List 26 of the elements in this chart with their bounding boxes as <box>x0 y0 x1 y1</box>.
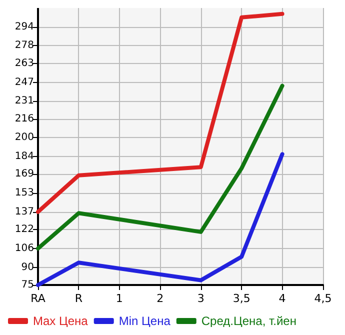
y-tick-label: 247 <box>14 76 34 88</box>
y-tick-label: 263 <box>14 58 34 69</box>
x-tick-label: 3 <box>197 292 204 305</box>
x-tick-label: 3,5 <box>232 292 250 305</box>
x-tick-label: 4,5 <box>314 292 332 305</box>
y-tick-label: 122 <box>14 224 34 236</box>
line-series <box>36 84 284 250</box>
y-tick-label: 106 <box>14 242 34 254</box>
line-series <box>36 152 284 287</box>
y-tick-label: 278 <box>14 40 34 52</box>
y-tick-label: 184 <box>14 151 34 162</box>
x-tick-label: 4 <box>278 292 286 305</box>
y-tick-label: 153 <box>14 188 34 199</box>
y-tick-label: 90 <box>21 262 34 273</box>
y-tick-label: 200 <box>14 132 34 144</box>
y-tick-label: 231 <box>14 96 34 107</box>
y-tick-label: 294 <box>14 21 34 32</box>
y-tick-label: 137 <box>14 206 34 218</box>
x-tick-label: R <box>74 292 83 305</box>
y-tick-label: 216 <box>14 113 34 124</box>
y-tick-label: 169 <box>14 168 34 180</box>
y-tick-label: 75 <box>21 280 34 290</box>
x-tick-label: 2 <box>156 292 164 305</box>
x-tick-label: RA <box>30 292 46 305</box>
x-tick-label: 1 <box>116 292 123 305</box>
line-series <box>36 12 284 214</box>
